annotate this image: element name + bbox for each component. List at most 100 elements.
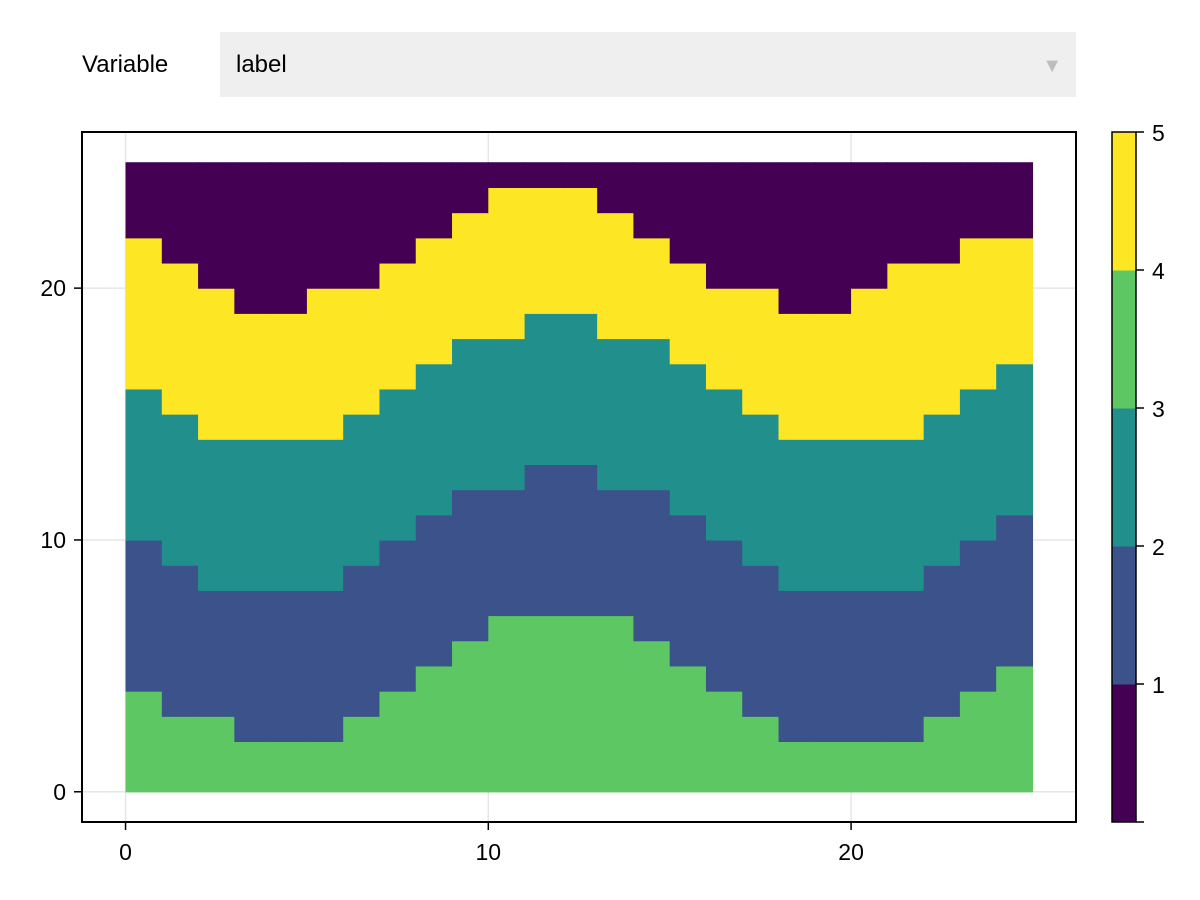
heatmap-cell — [452, 640, 489, 793]
heatmap-cell — [923, 162, 961, 264]
colorbar-tick-label: 4 — [1152, 258, 1165, 284]
heatmap-cell — [161, 565, 199, 717]
variable-label: Variable — [82, 51, 169, 78]
heatmap-cell — [996, 665, 1034, 793]
heatmap-cell — [887, 741, 925, 793]
heatmap-cell — [597, 162, 635, 214]
heatmap-cell — [669, 262, 707, 365]
heatmap-cell — [959, 162, 997, 239]
y-tick-label: 20 — [40, 275, 66, 301]
colorbar-tick-label: 5 — [1152, 120, 1165, 146]
heatmap-cell — [633, 162, 671, 239]
heatmap-cell — [524, 187, 562, 314]
colorbar-segment — [1112, 270, 1136, 409]
heatmap-cell — [415, 665, 453, 793]
heatmap-cell — [306, 439, 344, 591]
heatmap-cell — [705, 691, 743, 793]
heatmap-cell — [524, 162, 562, 189]
heatmap-cell — [851, 439, 888, 591]
heatmap-cell — [814, 313, 852, 440]
plot-frame — [81, 131, 1077, 823]
heatmap-cell — [270, 162, 308, 314]
heatmap-cell — [198, 162, 235, 289]
heatmap-cells — [125, 162, 1034, 793]
colorbar-segment — [1112, 408, 1136, 547]
variable-select-value: label — [236, 51, 287, 78]
heatmap-cell — [633, 237, 671, 340]
x-tick-label: 20 — [838, 839, 864, 865]
heatmap-cell — [488, 615, 526, 793]
colorbar-segment — [1112, 546, 1136, 685]
y-tick-label: 10 — [40, 527, 66, 553]
variable-select[interactable]: label ▼ — [220, 32, 1076, 97]
triangle-down-icon[interactable]: ▼ — [1042, 55, 1062, 77]
heatmap-cell — [560, 187, 598, 314]
heatmap-cell — [379, 388, 417, 541]
heatmap-cell — [198, 439, 235, 591]
heatmap-cell — [488, 187, 526, 340]
heatmap-cell — [343, 716, 381, 793]
heatmap-cell — [778, 162, 816, 314]
heatmap-cell — [198, 716, 235, 793]
heatmap-cell — [306, 741, 344, 793]
heatmap-cell — [270, 741, 308, 793]
heatmap-cell — [125, 539, 163, 692]
heatmap-cell — [270, 313, 308, 440]
colorbar-tick-label: 3 — [1152, 396, 1165, 422]
heatmap-cell — [270, 590, 308, 743]
heatmap-cell — [742, 716, 780, 793]
heatmap-cell — [379, 162, 417, 264]
heatmap-cell — [597, 338, 635, 491]
heatmap-cell — [597, 489, 635, 617]
heatmap-cell — [959, 237, 997, 390]
heatmap-cell — [959, 691, 997, 793]
heatmap-cell — [923, 716, 961, 793]
heatmap-cell — [996, 237, 1034, 365]
heatmap-cell — [814, 741, 852, 793]
heatmap-cell — [560, 313, 598, 466]
heatmap-cell — [379, 539, 417, 692]
heatmap-cell — [814, 439, 852, 591]
heatmap-cell — [125, 388, 163, 541]
heatmap-cell — [415, 237, 453, 365]
heatmap-cell — [996, 162, 1034, 239]
heatmap-cell — [125, 237, 163, 390]
heatmap-cell — [379, 262, 417, 390]
heatmap-cell — [488, 489, 526, 617]
heatmap-cell — [198, 590, 235, 717]
heatmap-cell — [778, 741, 816, 793]
heatmap-cell — [415, 162, 453, 239]
heatmap-cell — [343, 565, 381, 717]
heatmap-cell — [996, 363, 1034, 516]
heatmap-cell — [306, 162, 344, 289]
heatmap-cell — [306, 590, 344, 743]
heatmap-cell — [923, 565, 961, 717]
heatmap-cell — [851, 741, 888, 793]
heatmap-cell — [234, 162, 272, 314]
heatmap-cell — [742, 288, 780, 415]
heatmap-cell — [452, 162, 489, 214]
heatmap-cell — [633, 640, 671, 793]
heatmap-cell — [705, 388, 743, 541]
heatmap-cell — [125, 691, 163, 793]
heatmap-cell — [597, 212, 635, 340]
colorbar-tick-label: 1 — [1152, 672, 1165, 698]
heatmap-cell — [452, 489, 489, 642]
heatmap-cell — [923, 414, 961, 566]
y-axis: 0 10 20 — [40, 275, 82, 805]
x-tick-label: 10 — [476, 839, 502, 865]
heatmap-cell — [669, 514, 707, 667]
heatmap-cell — [343, 414, 381, 566]
heatmap-cell — [814, 590, 852, 743]
heatmap-cell — [923, 262, 961, 415]
heatmap-cell — [161, 262, 199, 415]
heatmap-cell — [488, 162, 526, 189]
heatmap-cell — [125, 162, 163, 239]
heatmap-cell — [343, 162, 381, 289]
heatmap-cell — [306, 288, 344, 440]
heatmap-cell — [705, 162, 743, 289]
heatmap-cell — [452, 338, 489, 491]
colorbar-segment — [1112, 684, 1136, 823]
heatmap-cell — [488, 338, 526, 491]
